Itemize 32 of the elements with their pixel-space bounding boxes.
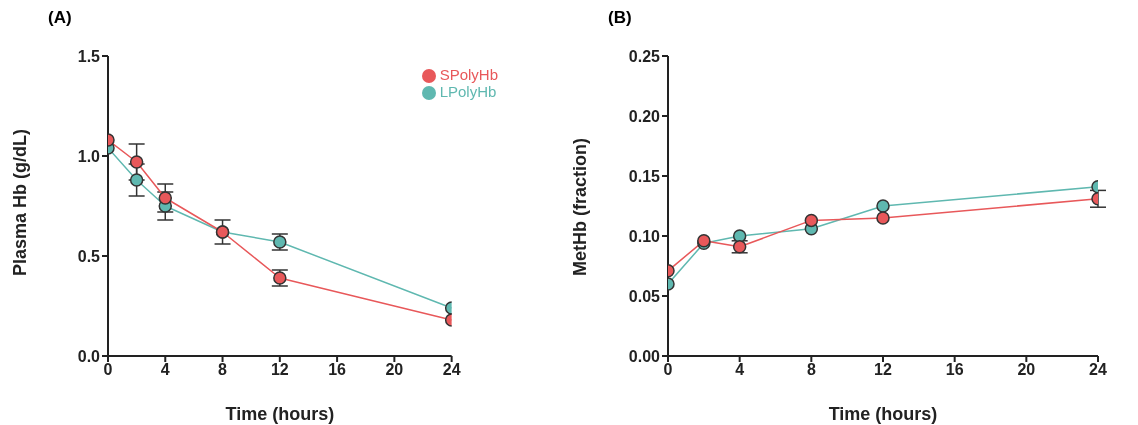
y-tick-label: 0.00 [628,347,661,365]
y-tick-label: 0.25 [628,47,661,65]
x-axis-title: Time (hours) [225,404,335,424]
y-axis-title: Plasma Hb (g/dL) [10,128,31,276]
y-tick-label: 0.20 [628,107,661,125]
y-tick-label: 1.0 [77,147,101,165]
y-axis-title: MetHb (fraction) [570,138,591,276]
x-tick-label: 8 [218,361,228,379]
y-tick-label: 0.0 [77,347,101,365]
x-tick-label: 8 [806,361,816,379]
x-tick-label: 20 [385,361,404,379]
y-tick-label: 0.10 [628,227,661,245]
x-tick-label: 20 [1017,361,1036,379]
y-tick-label: 0.15 [628,167,661,185]
y-tick-label: 0.05 [628,287,661,305]
x-tick-label: 0 [663,361,673,379]
legend-label: SPolyHb [439,66,498,83]
x-tick-label: 0 [103,361,113,379]
x-tick-label: 16 [945,361,964,379]
x-tick-label: 12 [874,361,892,379]
x-axis-title: Time (hours) [828,404,938,424]
legend-label: LPolyHb [439,83,497,101]
y-tick-label: 0.5 [77,247,101,265]
chart-title: (B) [608,8,632,28]
x-tick-label: 16 [328,361,347,379]
x-tick-label: 4 [160,361,170,379]
x-tick-label: 24 [442,361,461,379]
x-tick-label: 24 [1089,361,1107,379]
chart-title: (A) [48,8,72,28]
x-tick-label: 12 [270,361,289,379]
y-tick-label: 1.5 [77,47,101,65]
x-tick-label: 4 [735,361,745,379]
